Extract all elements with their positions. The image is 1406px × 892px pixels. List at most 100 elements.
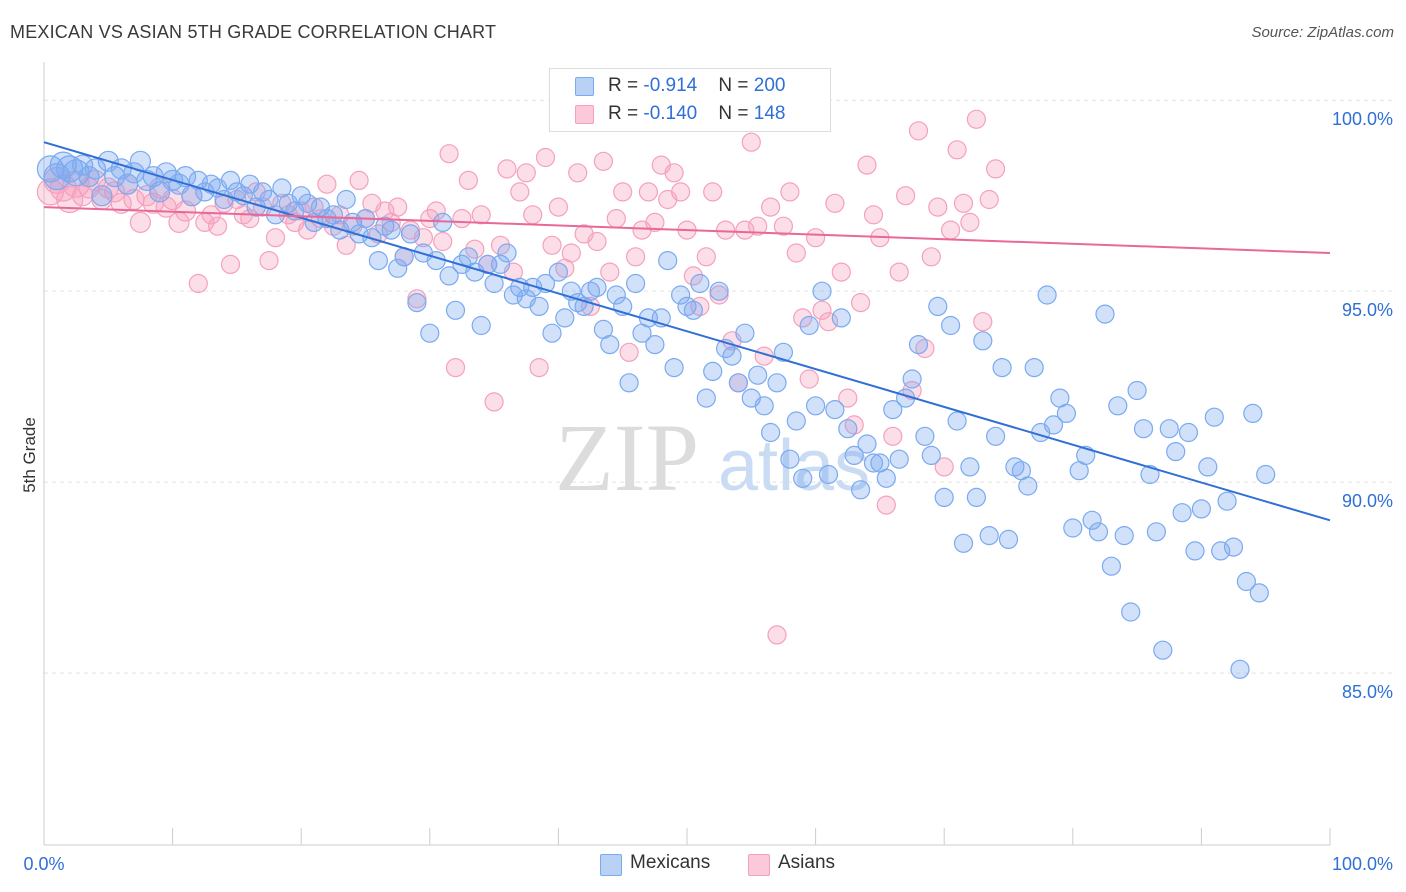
- asians-point: [960, 212, 980, 232]
- asians-point: [825, 193, 845, 213]
- asians-point: [696, 247, 716, 267]
- asians-point: [735, 220, 755, 240]
- asians-point: [259, 251, 279, 271]
- mexicans-point: [1166, 442, 1186, 462]
- mexicans-point: [985, 426, 1006, 446]
- mexicans-point: [439, 266, 459, 286]
- mexicans-point: [619, 373, 639, 393]
- asians-point: [638, 182, 659, 202]
- x-tick-label: 0.0%: [23, 854, 64, 874]
- asians-point: [805, 228, 826, 248]
- asians-point: [767, 625, 787, 645]
- y-axis-label: 5th Grade: [20, 417, 39, 493]
- asians-point: [786, 243, 806, 263]
- asians-point: [388, 197, 408, 217]
- mexicans-point: [863, 453, 884, 473]
- mexicans-point: [664, 358, 684, 378]
- asians-point: [426, 201, 446, 221]
- mexicans-point: [625, 273, 646, 294]
- mexicans-point: [523, 277, 543, 297]
- mexicans-point: [960, 457, 980, 477]
- watermark-atlas: atlas: [718, 426, 870, 506]
- mexicans-point: [1223, 537, 1244, 557]
- asians-point: [928, 197, 948, 217]
- mexicans-point: [825, 400, 845, 420]
- asians-point: [458, 170, 478, 190]
- mexicans-point: [812, 281, 832, 301]
- asians-point: [349, 170, 369, 190]
- asians-point: [799, 369, 819, 389]
- mexicans-point: [1256, 464, 1276, 485]
- mexicans-point: [407, 293, 427, 313]
- mexicans-point: [793, 468, 813, 488]
- stats-legend-box: R = -0.914 N = 200 R = -0.140 N = 148: [549, 68, 831, 132]
- mexicans-point: [1243, 403, 1263, 423]
- mexicans-point: [799, 315, 819, 336]
- n-value-asians: 148: [753, 103, 786, 124]
- asians-point: [793, 308, 813, 328]
- tick-labels: 85.0% 90.0% 95.0% 100.0% 0.0% 100.0%: [23, 109, 1393, 874]
- mexicans-point: [1172, 503, 1192, 523]
- mexicans-point: [1114, 525, 1134, 546]
- mexicans-point: [555, 308, 575, 328]
- mexicans-point: [388, 258, 408, 278]
- asians-point: [593, 151, 614, 171]
- mexicans-point: [973, 331, 993, 351]
- stats-row-mexicans: R = -0.914 N = 200: [550, 72, 830, 100]
- gridlines: [44, 99, 1392, 674]
- x-tick-label: 100.0%: [1332, 854, 1393, 874]
- mexicans-point: [940, 315, 961, 336]
- asians-point: [619, 342, 639, 362]
- mexicans-point: [754, 396, 774, 416]
- asians-point: [979, 189, 999, 210]
- y-tick-label: 90.0%: [1342, 491, 1393, 511]
- asians-point: [838, 388, 858, 408]
- mexicans-point: [606, 285, 626, 305]
- mexicans-point: [966, 487, 987, 507]
- mexicans-point: [84, 158, 107, 180]
- mexicans-point: [1082, 510, 1102, 530]
- asians-point: [953, 193, 974, 213]
- asians-point: [104, 181, 126, 203]
- mexicans-point: [883, 400, 903, 420]
- mexicans-point: [1236, 571, 1257, 592]
- asians-point: [780, 182, 800, 202]
- asians-point: [947, 140, 967, 160]
- asians-point: [966, 109, 987, 129]
- asians-point: [535, 147, 556, 168]
- mexicans-point: [683, 300, 704, 320]
- mexicans-point: [220, 170, 241, 190]
- mexicans-point: [818, 464, 839, 485]
- asians-point: [683, 266, 704, 286]
- legend-asians-swatch: [748, 854, 770, 876]
- asians-point: [561, 243, 581, 263]
- mexicans-point: [998, 529, 1019, 550]
- asians-point: [497, 159, 517, 179]
- asians-point: [600, 262, 620, 282]
- asians-point: [831, 262, 851, 282]
- mexicans-point: [1146, 522, 1167, 542]
- asians-point: [129, 211, 151, 233]
- mexicans-point: [902, 369, 922, 389]
- mexicans-point: [844, 445, 864, 465]
- mexicans-point: [253, 182, 273, 202]
- asians-point: [529, 358, 549, 378]
- asians-point: [317, 174, 337, 194]
- mexicans-point: [1056, 403, 1077, 423]
- mexicans-point: [336, 189, 356, 210]
- asians-point: [625, 247, 646, 267]
- mexicans-point: [670, 285, 691, 305]
- mexicans-point: [709, 281, 729, 301]
- asians-point: [516, 163, 536, 183]
- mexicans-point: [1198, 457, 1218, 477]
- asians-swatch: [575, 105, 594, 124]
- mexicans-point: [838, 419, 858, 439]
- mexicans-point: [291, 186, 311, 206]
- stats-row-asians: R = -0.140 N = 148: [550, 100, 830, 128]
- y-tick-label: 95.0%: [1342, 300, 1393, 320]
- asians-point: [471, 205, 491, 225]
- asians-point: [715, 220, 736, 240]
- asians-point: [664, 163, 684, 183]
- asians-point: [670, 182, 691, 202]
- asians-point: [645, 212, 665, 232]
